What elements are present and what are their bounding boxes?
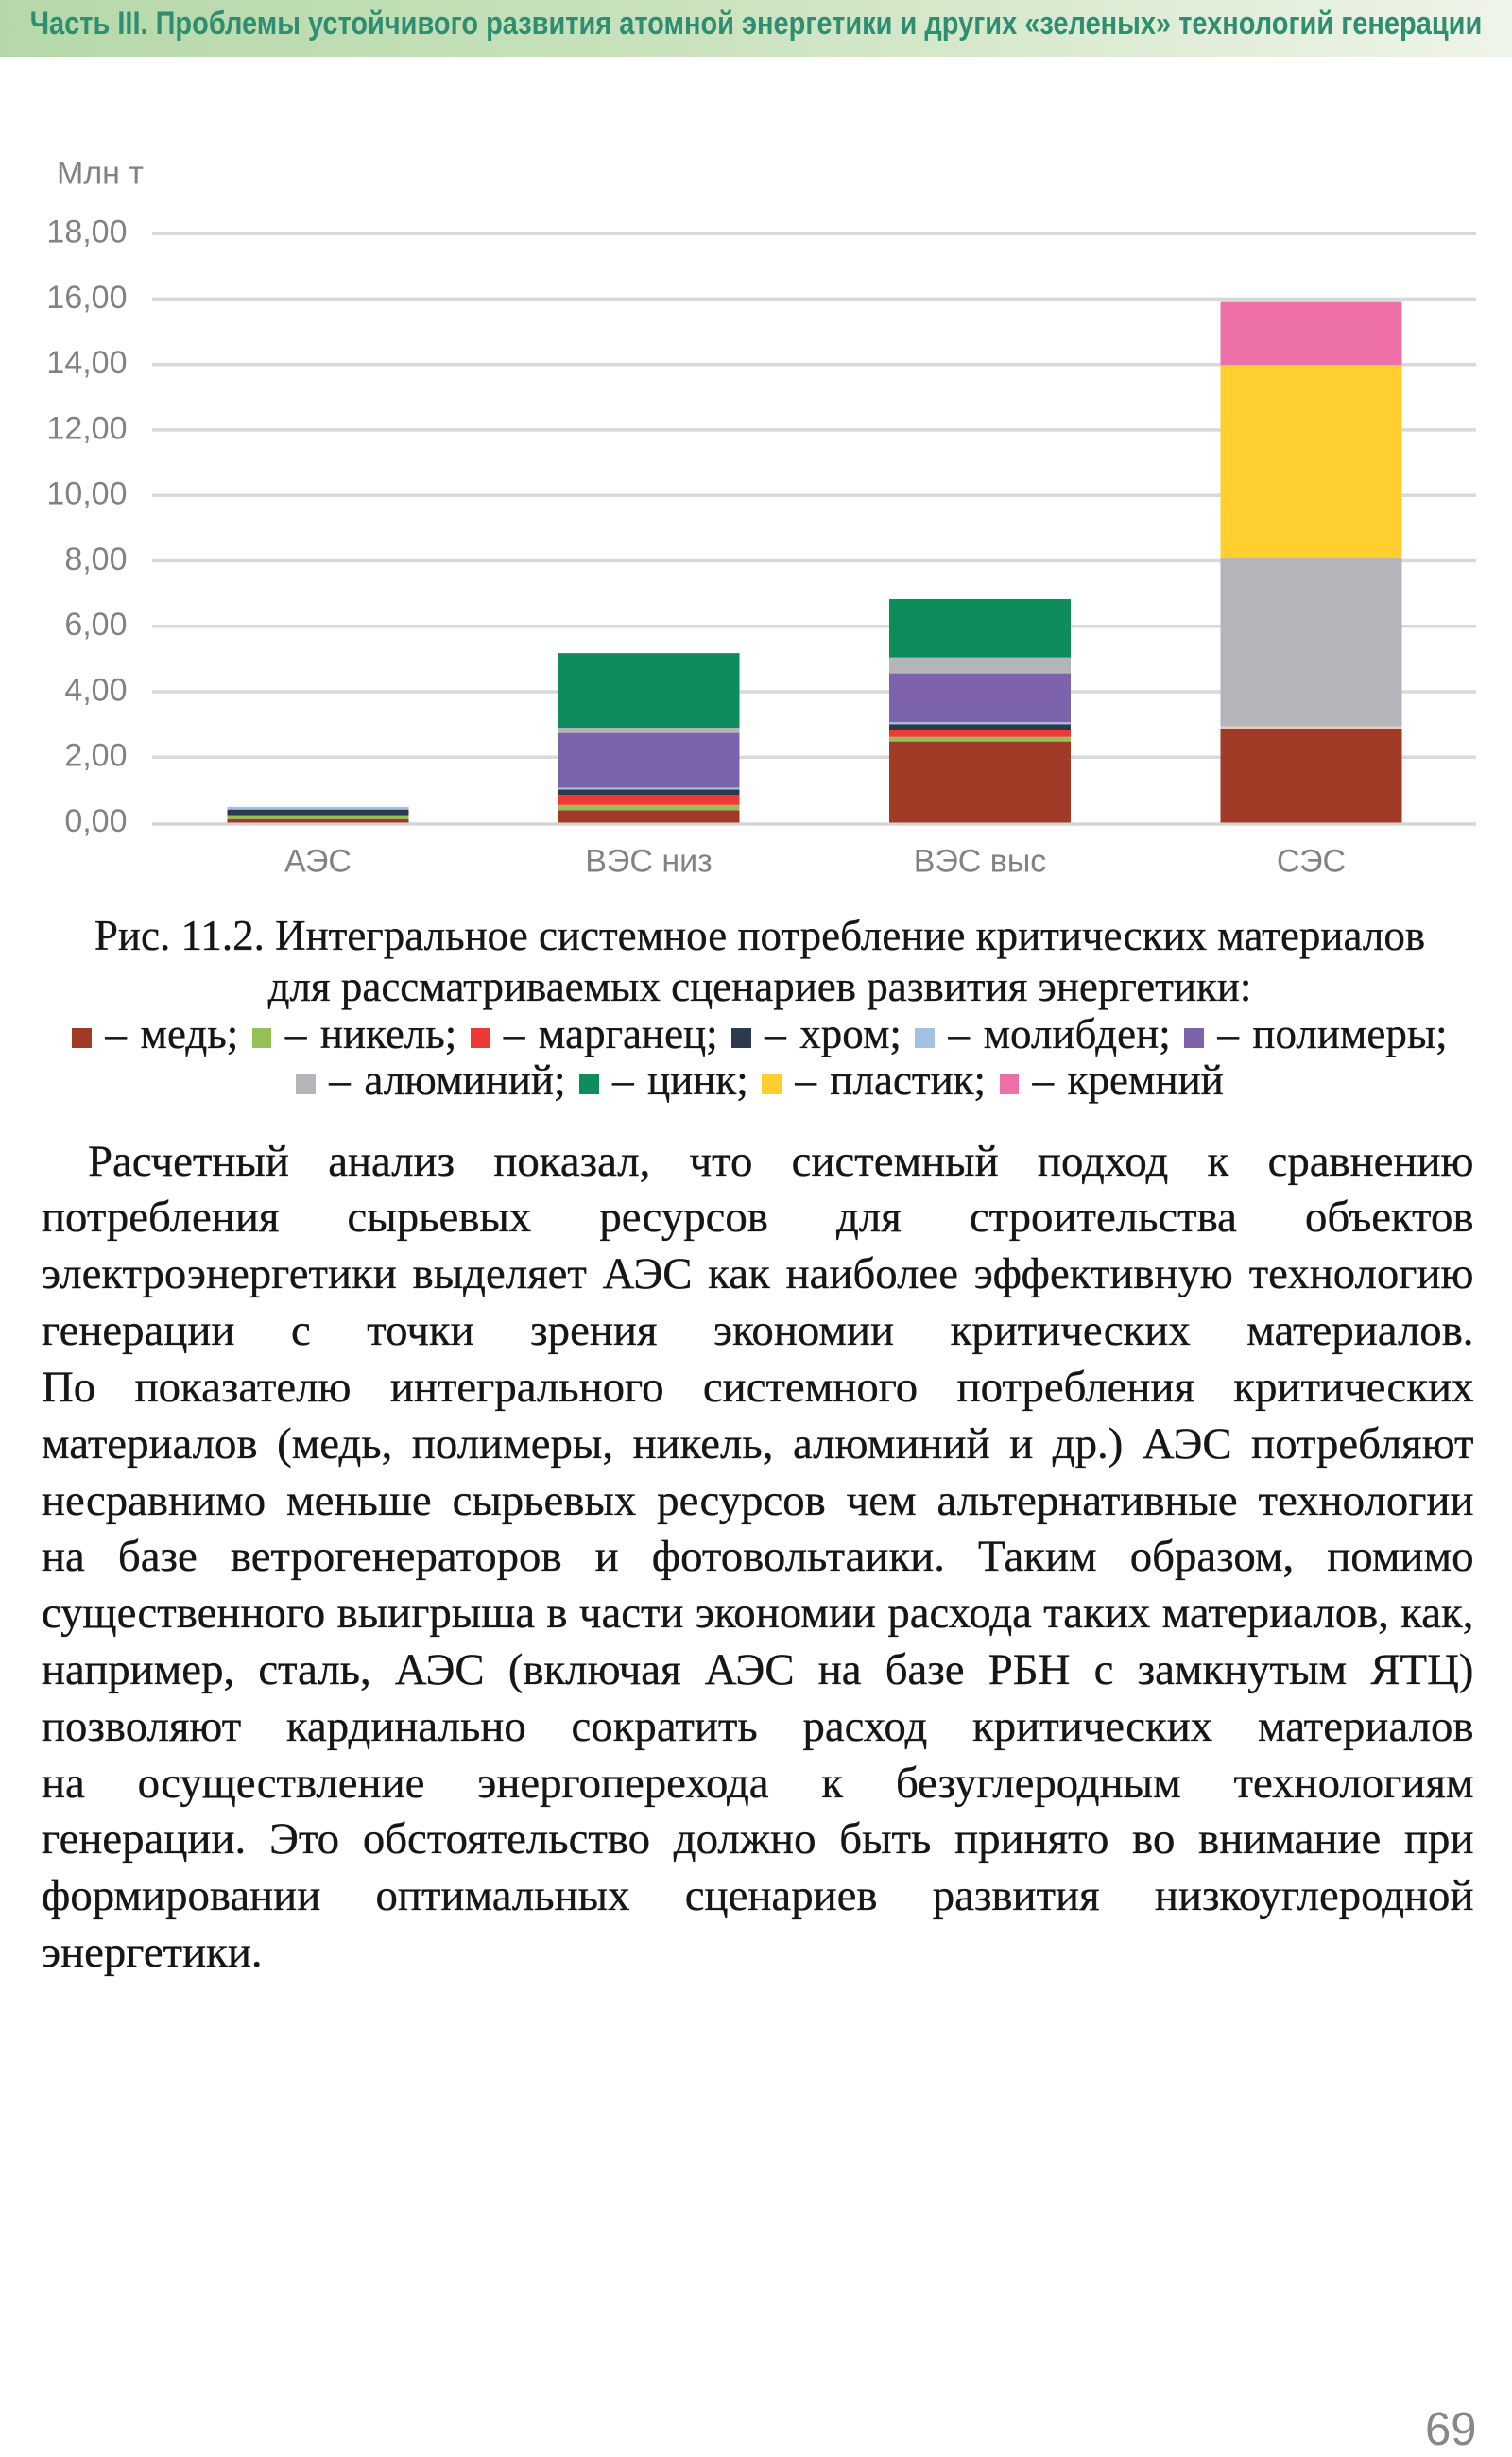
svg-text:2,00: 2,00 bbox=[64, 738, 127, 774]
svg-text:Млн т: Млн т bbox=[57, 155, 144, 191]
svg-text:ВЭС выс: ВЭС выс bbox=[914, 844, 1047, 880]
svg-text:18,00: 18,00 bbox=[46, 215, 127, 250]
svg-text:4,00: 4,00 bbox=[64, 672, 127, 708]
svg-text:12,00: 12,00 bbox=[46, 410, 127, 446]
svg-text:6,00: 6,00 bbox=[64, 607, 127, 643]
svg-text:8,00: 8,00 bbox=[64, 541, 127, 577]
svg-text:14,00: 14,00 bbox=[46, 345, 127, 381]
svg-text:16,00: 16,00 bbox=[46, 280, 127, 316]
svg-text:0,00: 0,00 bbox=[64, 803, 127, 839]
svg-text:СЭС: СЭС bbox=[1277, 844, 1346, 880]
svg-text:10,00: 10,00 bbox=[46, 476, 127, 512]
svg-text:АЭС: АЭС bbox=[284, 844, 352, 880]
svg-text:ВЭС низ: ВЭС низ bbox=[585, 844, 712, 880]
